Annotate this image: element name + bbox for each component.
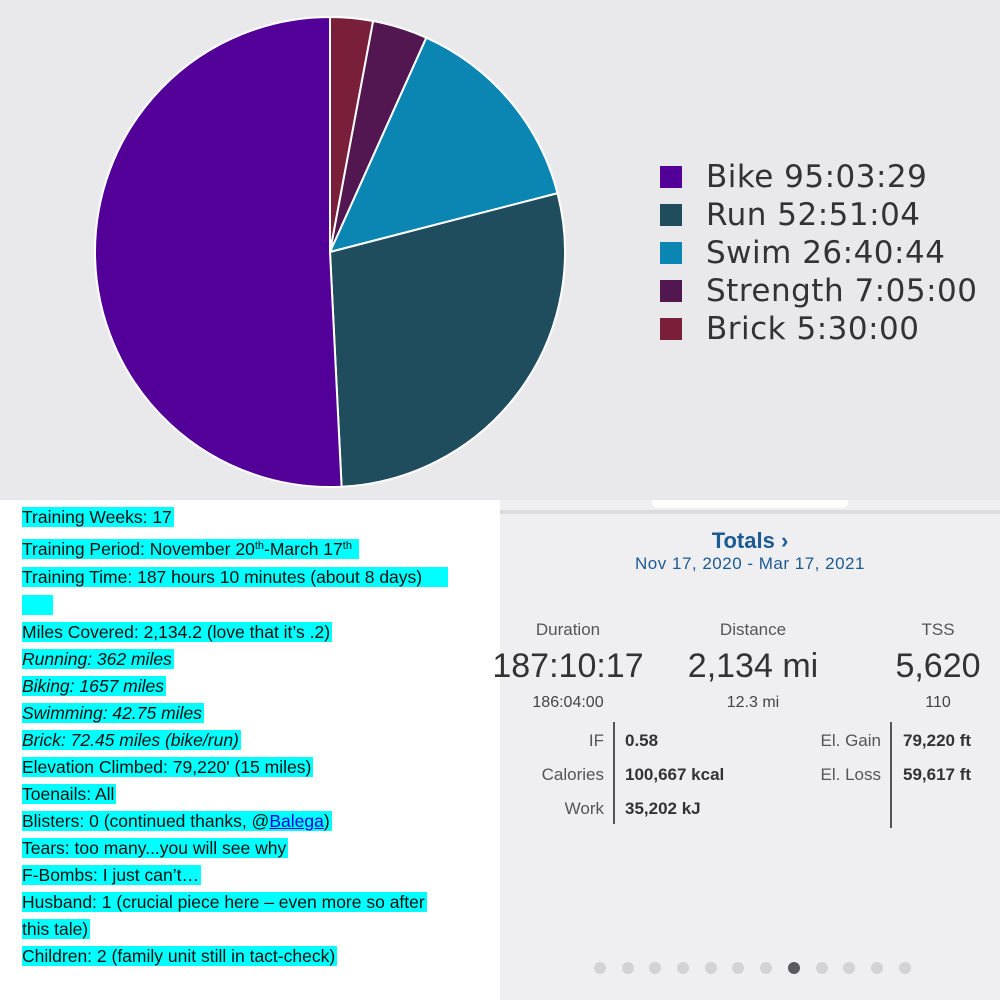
pie-slice-run (328, 192, 566, 488)
date-range: Nov 17, 2020 - Mar 17, 2021 (635, 554, 865, 573)
legend-label: Bike 95:03:29 (706, 159, 928, 195)
page-dot[interactable] (787, 962, 800, 974)
work-label: Work (564, 799, 604, 818)
pie-chart (94, 15, 566, 488)
page-dot[interactable] (732, 962, 745, 974)
distance-stat: Distance 2,134 mi 12.3 mi (663, 620, 843, 712)
chevron-right-icon: › (780, 528, 789, 553)
note-tears: Tears: too many...you will see why (22, 838, 289, 858)
metrics-divider-left (613, 722, 615, 824)
page-dot[interactable] (594, 962, 606, 974)
note-swimming: Swimming: 42.75 miles (22, 703, 204, 723)
pie-slice-bike (94, 15, 343, 488)
note-fbombs: F-Bombs: I just can’t… (22, 865, 201, 885)
page-dot[interactable] (815, 962, 828, 974)
el-gain-label: El. Gain (820, 731, 881, 750)
duration-label: Duration (535, 620, 601, 639)
distance-value: 2,134 mi (687, 647, 819, 685)
legend-item-strength: Strength 7:05:00 (660, 272, 977, 310)
note-blisters: Blisters: 0 (continued thanks, @Balega) (22, 811, 332, 831)
legend-label: Swim 26:40:44 (706, 235, 946, 271)
calories-label: Calories (541, 765, 604, 784)
calories-value: 100,667 kcal (625, 765, 725, 784)
note-husband: Husband: 1 (crucial piece here – even mo… (22, 892, 427, 912)
note-training-weeks: Training Weeks: 17 (22, 507, 174, 527)
tss-label: TSS (921, 620, 955, 639)
page-dot[interactable] (898, 962, 911, 974)
note-toenails: Toenails: All (22, 784, 117, 804)
page-dot[interactable] (704, 962, 717, 974)
page-dot[interactable] (677, 962, 690, 974)
legend-swatch (660, 166, 682, 188)
legend-label: Strength 7:05:00 (706, 273, 978, 309)
note-husband-cont: this tale) (22, 919, 91, 939)
distance-planned: 12.3 mi (726, 694, 780, 711)
duration-stat: Duration 187:10:17 186:04:00 (478, 620, 658, 712)
page-dot[interactable] (760, 962, 773, 974)
distance-label: Distance (719, 620, 787, 639)
totals-panel: Totals › Nov 17, 2020 - Mar 17, 2021 Dur… (492, 500, 1000, 1000)
legend-swatch (660, 318, 682, 340)
page-dot[interactable] (843, 962, 856, 974)
metric-row-3: Work 35,202 kJ (500, 798, 1000, 820)
note-training-period: Training Period: November 20th-March 17t… (22, 538, 359, 560)
if-label: IF (588, 731, 604, 750)
page-indicator[interactable] (594, 962, 926, 974)
divider (500, 510, 1000, 514)
note-children: Children: 2 (family unit still in tact-c… (22, 946, 338, 966)
note-training-time: Training Time: 187 hours 10 minutes (abo… (22, 566, 449, 588)
work-value: 35,202 kJ (625, 799, 701, 818)
metric-row-1: IF 0.58 El. Gain 79,220 ft (500, 730, 1000, 752)
legend-item-brick: Brick 5:30:00 (660, 310, 977, 348)
pie-chart-panel: Bike 95:03:29 Run 52:51:04 Swim 26:40:44 St… (0, 0, 1000, 500)
page-dot[interactable] (649, 962, 662, 974)
legend-swatch (660, 242, 682, 264)
duration-planned: 186:04:00 (532, 694, 604, 711)
duration-value: 187:10:17 (492, 647, 644, 685)
legend-item-swim: Swim 26:40:44 (660, 234, 977, 272)
pie-slice-swim (328, 36, 559, 254)
legend-swatch (660, 204, 682, 226)
el-gain-value: 79,220 ft (903, 731, 972, 750)
balega-link[interactable]: Balega (269, 811, 324, 831)
legend-item-bike: Bike 95:03:29 (660, 158, 977, 196)
legend-swatch (660, 280, 682, 302)
legend-label: Brick 5:30:00 (706, 311, 920, 347)
note-brick: Brick: 72.45 miles (bike/run) (22, 730, 241, 750)
el-loss-label: El. Loss (820, 765, 881, 784)
chart-legend: Bike 95:03:29 Run 52:51:04 Swim 26:40:44 St… (660, 158, 977, 348)
metrics-divider-right (890, 722, 892, 828)
metric-row-2: Calories 100,667 kcal El. Loss 59,617 ft (500, 764, 1000, 786)
page-dot[interactable] (870, 962, 883, 974)
tss-value: 5,620 (895, 647, 981, 685)
page-dot[interactable] (621, 962, 634, 974)
el-loss-value: 59,617 ft (903, 765, 972, 784)
note-biking: Biking: 1657 miles (22, 676, 167, 696)
note-miles-covered: Miles Covered: 2,134.2 (love that it’s .… (22, 622, 333, 642)
if-value: 0.58 (625, 731, 659, 750)
legend-label: Run 52:51:04 (706, 197, 921, 233)
note-elevation: Elevation Climbed: 79,220' (15 miles) (22, 757, 314, 777)
legend-item-run: Run 52:51:04 (660, 196, 977, 234)
totals-link[interactable]: Totals › (711, 528, 789, 553)
sheet-handle[interactable] (652, 500, 848, 508)
tss-planned: 110 (925, 694, 951, 711)
tss-stat: TSS 5,620 110 (848, 620, 1000, 712)
note-blank-highlight (22, 594, 54, 616)
training-notes: Training Weeks: 17 Training Period: Nove… (0, 500, 500, 1000)
note-running: Running: 362 miles (22, 649, 174, 669)
